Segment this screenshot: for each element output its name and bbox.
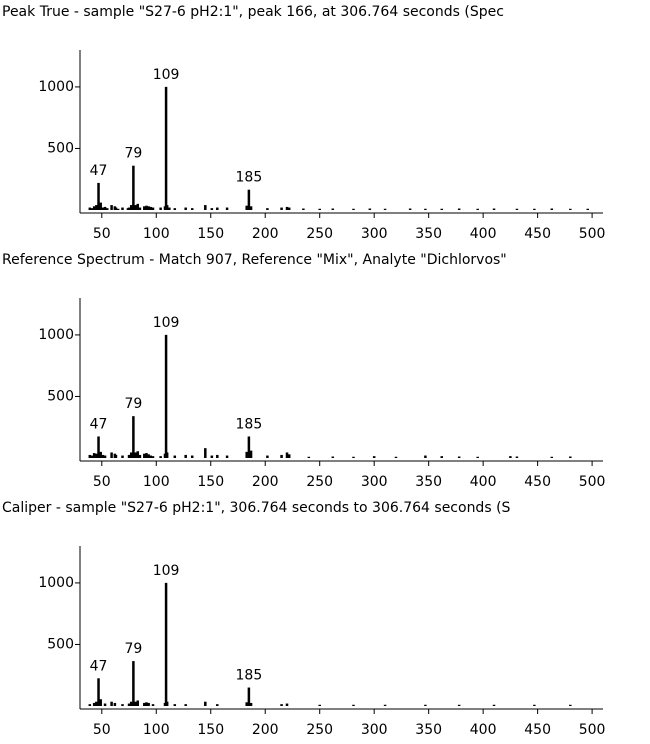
peak-label: 79 xyxy=(124,641,142,657)
chart-title: Reference Spectrum - Match 907, Referenc… xyxy=(2,252,507,268)
x-tick-label: 100 xyxy=(143,474,170,490)
x-tick-label: 250 xyxy=(306,226,333,242)
x-tick-label: 350 xyxy=(415,474,442,490)
x-tick-label: 500 xyxy=(579,226,606,242)
peak-label: 79 xyxy=(124,396,142,412)
x-tick-label: 400 xyxy=(470,226,497,242)
peak-label: 109 xyxy=(153,315,180,331)
y-tick-label: 500 xyxy=(47,388,74,404)
y-tick-label: 500 xyxy=(47,636,74,652)
peak-label: 185 xyxy=(236,170,263,186)
peak-label: 185 xyxy=(236,668,263,684)
chart-title: Peak True - sample "S27-6 pH2:1", peak 1… xyxy=(2,4,504,20)
x-tick-label: 100 xyxy=(143,722,170,738)
x-tick-label: 300 xyxy=(361,722,388,738)
y-tick-label: 1000 xyxy=(38,575,74,591)
peak-label: 185 xyxy=(236,416,263,432)
x-tick-label: 50 xyxy=(93,722,111,738)
x-tick-label: 450 xyxy=(524,474,551,490)
y-tick-label: 1000 xyxy=(38,327,74,343)
x-tick-label: 200 xyxy=(252,722,279,738)
chart-title: Caliper - sample "S27-6 pH2:1", 306.764 … xyxy=(2,500,511,516)
peak-label: 79 xyxy=(124,146,142,162)
peak-label: 47 xyxy=(90,163,108,179)
y-tick-label: 500 xyxy=(47,140,74,156)
x-tick-label: 200 xyxy=(252,474,279,490)
x-tick-label: 150 xyxy=(197,474,224,490)
x-tick-label: 350 xyxy=(415,722,442,738)
x-tick-label: 450 xyxy=(524,226,551,242)
peak-label: 47 xyxy=(90,658,108,674)
x-tick-label: 50 xyxy=(93,474,111,490)
x-tick-label: 500 xyxy=(579,474,606,490)
x-tick-label: 300 xyxy=(361,226,388,242)
x-tick-label: 150 xyxy=(197,722,224,738)
x-tick-label: 200 xyxy=(252,226,279,242)
peak-label: 109 xyxy=(153,67,180,83)
x-tick-label: 250 xyxy=(306,474,333,490)
x-tick-label: 300 xyxy=(361,474,388,490)
x-tick-label: 450 xyxy=(524,722,551,738)
x-tick-label: 100 xyxy=(143,226,170,242)
x-tick-label: 150 xyxy=(197,226,224,242)
x-tick-label: 500 xyxy=(579,722,606,738)
x-tick-label: 250 xyxy=(306,722,333,738)
y-tick-label: 1000 xyxy=(38,79,74,95)
x-tick-label: 400 xyxy=(470,722,497,738)
peak-label: 109 xyxy=(153,563,180,579)
x-tick-label: 400 xyxy=(470,474,497,490)
x-tick-label: 350 xyxy=(415,226,442,242)
peak-label: 47 xyxy=(90,416,108,432)
x-tick-label: 50 xyxy=(93,226,111,242)
